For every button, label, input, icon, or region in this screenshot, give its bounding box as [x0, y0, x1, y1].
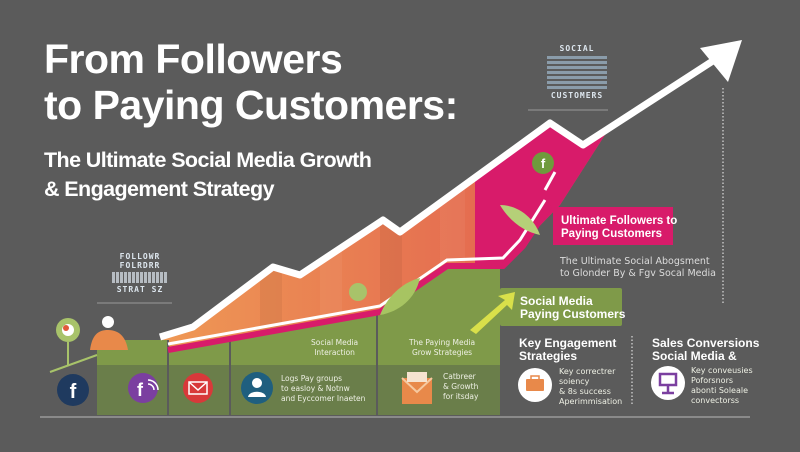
step-detail-text: and Eyccomer Inaeten: [281, 394, 366, 403]
column-heading: Key Engagement Strategies: [519, 337, 616, 363]
green-bottom-strip: [97, 365, 500, 415]
step-dividers: [167, 315, 378, 415]
word-cloud-right: SOCIAL CUSTOMERS: [543, 44, 611, 100]
callout-text: Social Media: [520, 294, 593, 308]
word-cloud-text: FOLRDRR: [119, 261, 161, 270]
page-title-line1: From Followers: [44, 36, 343, 82]
monitor-icon[interactable]: [651, 366, 685, 400]
person-icon: [90, 316, 128, 350]
envelope-icon[interactable]: [401, 372, 433, 404]
column-heading-text: Key Engagement: [519, 336, 617, 350]
arrow-head-icon: [700, 40, 742, 82]
pink-callout: Ultimate Followers to Paying Customers: [553, 211, 687, 245]
step-label: The Paying Media Grow Strategies: [409, 338, 475, 358]
white-inner-line: [167, 199, 547, 346]
svg-text:f: f: [137, 380, 144, 400]
column-text-line: Key correctrer: [559, 367, 616, 376]
step-label-text: Grow Strategies: [411, 348, 473, 357]
step-detail-text: & Growth: [443, 382, 479, 391]
column-text-line: Aperimmisation: [559, 397, 623, 406]
word-cloud-text: FOLLOWR: [119, 252, 161, 261]
column-text-line: & 8s success: [559, 387, 611, 396]
callout-text: Ultimate Followers to: [561, 215, 678, 227]
facebook-icon: [532, 152, 554, 174]
step-label: Social Media Interaction: [311, 338, 358, 358]
column-heading-text: Sales Conversions: [652, 336, 760, 350]
step-detail-text: Catbreer: [443, 372, 476, 381]
word-cloud-text: STRAT SZ: [116, 285, 164, 294]
column-heading-text: Strategies: [519, 349, 578, 363]
column-text: Key correctrer soiency & 8s success Aper…: [559, 367, 622, 407]
leaf-icon: [500, 205, 540, 235]
pin-icon: [349, 283, 367, 301]
leaf-icon: [380, 278, 420, 315]
page-title-line2: to Paying Customers:: [44, 82, 458, 128]
facebook-icon[interactable]: [57, 374, 89, 406]
svg-text:f: f: [541, 156, 546, 171]
column-text-line: soiency: [559, 377, 590, 386]
subtitle-line1: The Ultimate Social Media Growth: [44, 148, 372, 172]
column-text-line: convectorss: [691, 396, 740, 405]
column-text: Key conveusies Poforsnors abonti Soleale…: [691, 366, 753, 406]
column-text-line: Key conveusies: [691, 366, 753, 375]
step-detail: Catbreer & Growth for itsday: [443, 372, 478, 402]
step-label-text: The Paying Media: [409, 338, 476, 347]
step-label-text: Interaction: [314, 348, 355, 357]
gray-callout: The Ultimate Social Abogsment to Glonder…: [560, 256, 716, 280]
callout-text: to Glonder By & Fgv Socal Media: [560, 268, 716, 279]
mail-icon[interactable]: [183, 373, 213, 403]
word-cloud-left: FOLLOWR FOLRDRR STRAT SZ: [108, 252, 172, 294]
column-heading: Sales Conversions Social Media &: [652, 337, 759, 363]
callout-text: The Ultimate Social Abogsment: [560, 256, 710, 267]
word-cloud-text: CUSTOMERS: [550, 91, 604, 100]
growth-arrow: [158, 52, 724, 341]
pink-callout-box: [553, 207, 673, 245]
column-text-line: Poforsnors: [691, 376, 734, 385]
step-detail-text: for itsday: [443, 392, 479, 401]
svg-text:f: f: [70, 381, 77, 403]
word-cloud-text: SOCIAL: [559, 44, 595, 53]
step-detail: Logs Pay groups to easloy & Notnw and Ey…: [281, 374, 365, 404]
callout-text: Paying Customers: [561, 228, 662, 240]
yellow-arrow-icon: [470, 292, 515, 334]
column-heading-text: Social Media &: [652, 349, 737, 363]
green-callout: Social Media Paying Customers: [512, 291, 635, 325]
callout-text: Paying Customers: [520, 307, 626, 321]
green-callout-box: [500, 288, 622, 326]
step-detail-text: to easloy & Notnw: [281, 384, 350, 393]
step-label-text: Social Media: [311, 338, 359, 347]
subtitle-line2: & Engagement Strategy: [44, 177, 275, 201]
pink-trend-line: [167, 203, 553, 353]
column-text-line: abonti Soleale: [691, 386, 749, 395]
step-detail-text: Logs Pay groups: [281, 374, 342, 383]
